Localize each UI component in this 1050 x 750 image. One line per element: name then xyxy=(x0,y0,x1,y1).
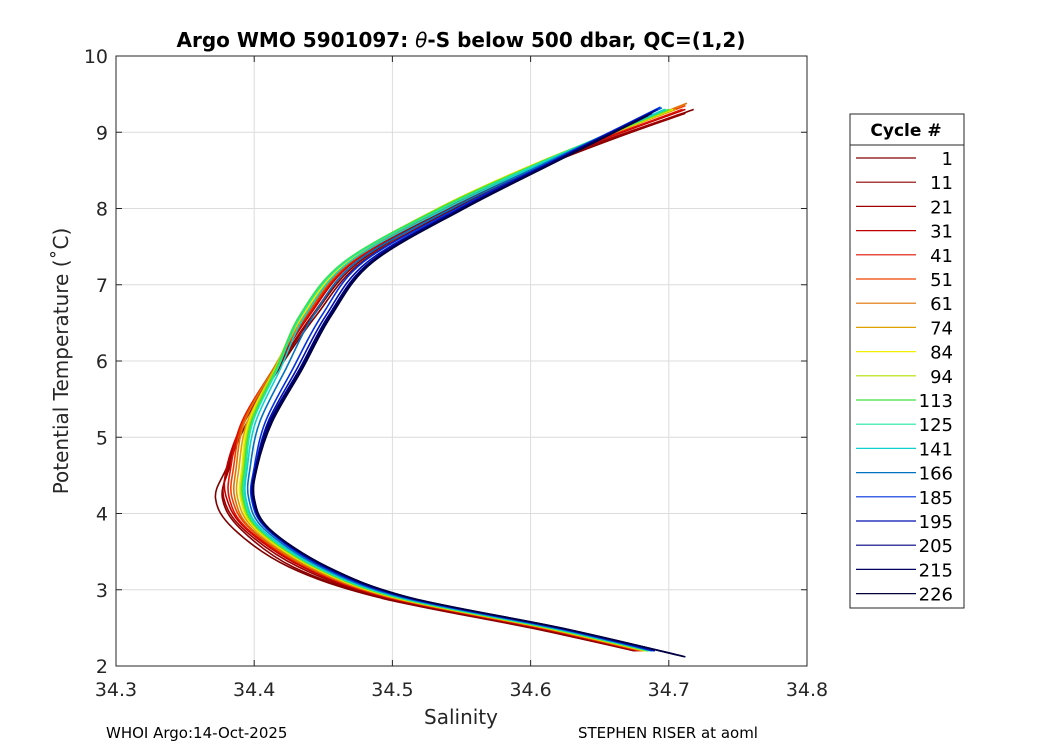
series-lines xyxy=(214,102,694,658)
legend-title: Cycle # xyxy=(870,121,941,141)
y-tick-label: 7 xyxy=(96,275,108,297)
legend-label: 113 xyxy=(919,391,953,412)
legend-box xyxy=(849,113,965,609)
y-tick-label: 6 xyxy=(96,351,108,373)
legend-label: 226 xyxy=(919,585,953,606)
legend-label: 84 xyxy=(930,343,953,364)
x-tick-label: 34.6 xyxy=(509,679,551,701)
footer-credit: STEPHEN RISER at aoml xyxy=(578,724,758,742)
legend-label: 205 xyxy=(919,536,953,557)
y-tick-label: 10 xyxy=(84,46,108,68)
legend-label: 185 xyxy=(919,488,953,509)
y-tick-label: 3 xyxy=(96,580,108,602)
legend-label: 41 xyxy=(930,246,953,267)
title-prefix: Argo WMO 5901097: xyxy=(177,28,416,52)
legend-label: 74 xyxy=(930,318,953,339)
legend-label: 51 xyxy=(930,270,953,291)
x-tick-label: 34.5 xyxy=(371,679,413,701)
x-tick-label: 34.3 xyxy=(95,679,137,701)
y-tick-label: 5 xyxy=(96,427,108,449)
legend-label: 61 xyxy=(930,294,953,315)
x-tick-label: 34.7 xyxy=(648,679,690,701)
legend-label: 125 xyxy=(919,415,953,436)
x-axis-label: Salinity xyxy=(424,705,498,729)
axes: 34.3 34.4 34.5 34.6 34.7 34.8 2 3 4 5 6 7 8 9 10 xyxy=(84,46,828,701)
series-line-226 xyxy=(252,114,686,658)
title-theta: θ xyxy=(415,28,427,52)
legend-label: 31 xyxy=(930,222,953,243)
legend-label: 166 xyxy=(919,464,953,485)
x-tick-label: 34.8 xyxy=(786,679,828,701)
legend-label: 21 xyxy=(930,197,953,218)
y-tick-label: 9 xyxy=(96,122,108,144)
legend: Cycle # 11121314151617484941131251411661… xyxy=(849,113,965,609)
chart-title: Argo WMO 5901097: θ-S below 500 dbar, QC… xyxy=(177,28,746,52)
legend-label: 195 xyxy=(919,512,953,533)
legend-label: 141 xyxy=(919,439,953,460)
title-suffix: -S below 500 dbar, QC=(1,2) xyxy=(427,28,745,52)
series-line-113 xyxy=(241,108,670,652)
legend-label: 11 xyxy=(930,173,953,194)
x-tick-label: 34.4 xyxy=(233,679,275,701)
y-axis-label: Potential Temperature (˚C) xyxy=(49,228,73,495)
y-tick-label: 2 xyxy=(96,656,108,678)
y-tick-label: 8 xyxy=(96,199,108,221)
grid xyxy=(115,55,808,667)
legend-label: 94 xyxy=(930,367,953,388)
legend-label: 1 xyxy=(942,149,953,170)
footer-source: WHOI Argo:14-Oct-2025 xyxy=(106,724,288,742)
y-tick-label: 4 xyxy=(96,504,108,526)
legend-label: 215 xyxy=(919,560,953,581)
legend-items: 1112131415161748494113125141166185195205… xyxy=(856,149,953,606)
